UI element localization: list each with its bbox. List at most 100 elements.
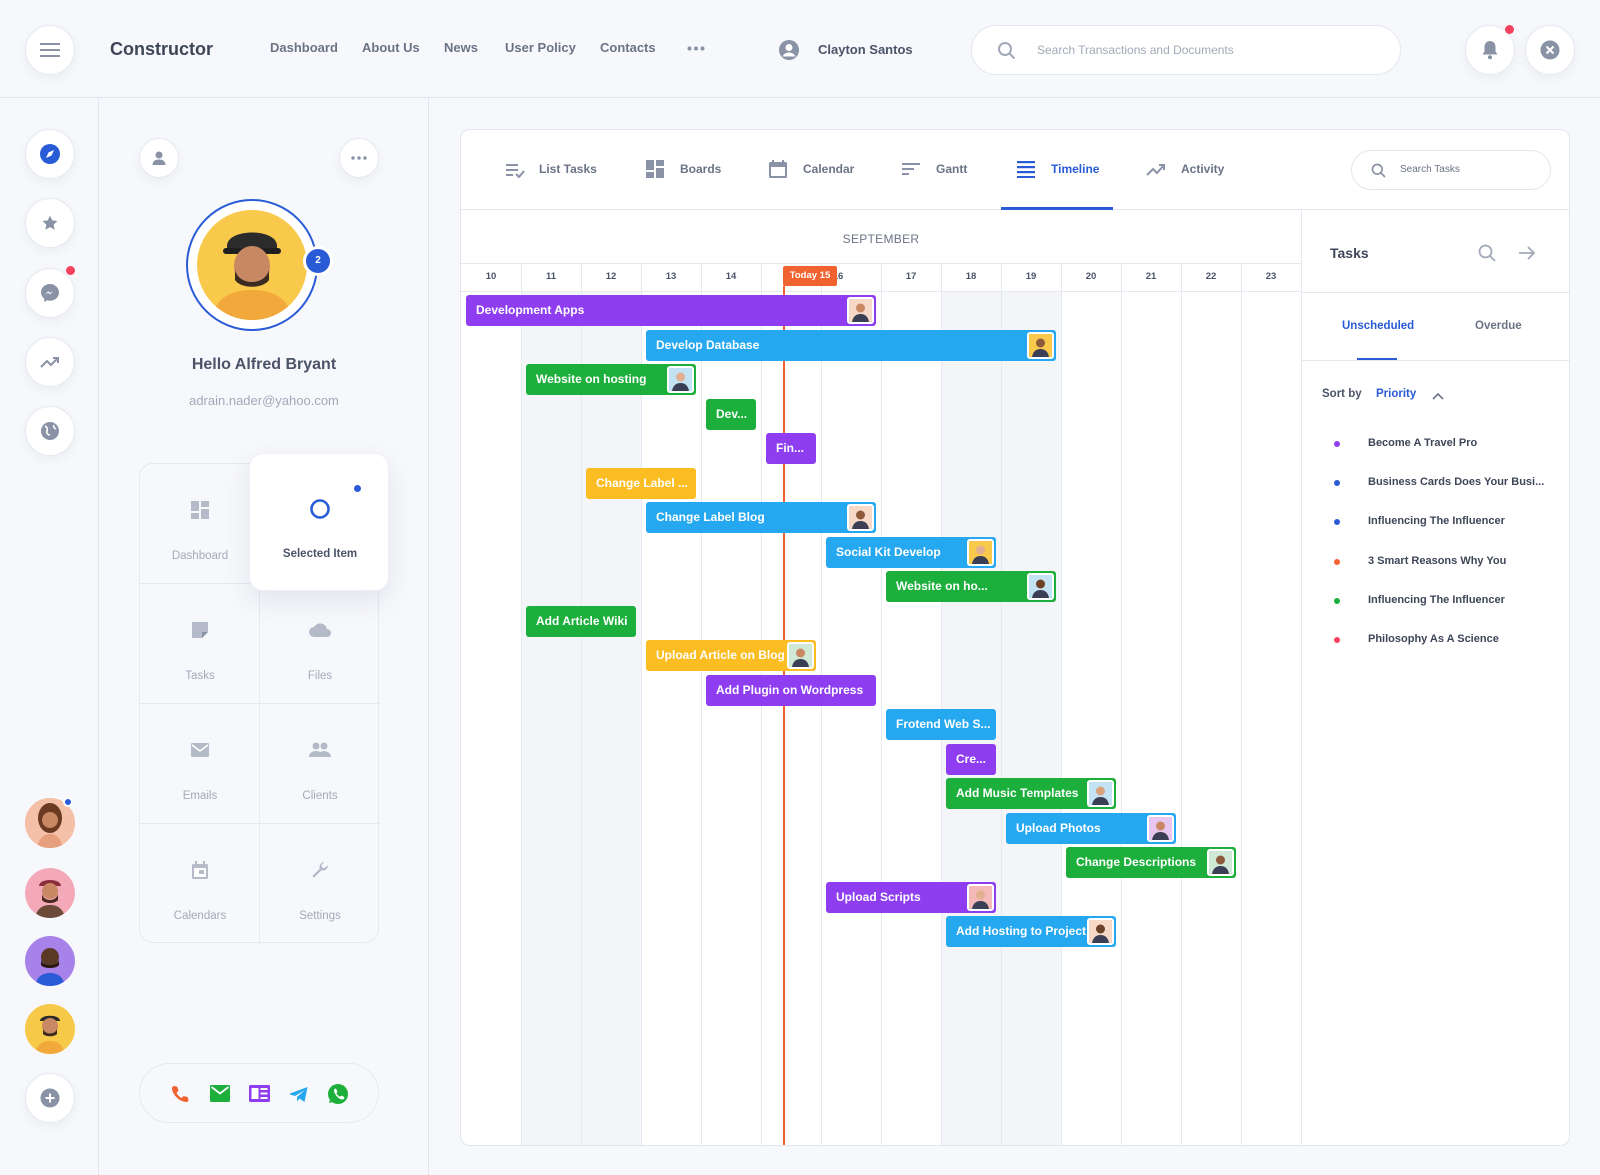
contact-avatar[interactable] xyxy=(25,1004,75,1054)
task-bar[interactable]: Change Descriptions xyxy=(1066,847,1236,878)
analytics-button[interactable] xyxy=(25,337,75,387)
assignee-avatar[interactable] xyxy=(1087,780,1114,807)
profile-avatar[interactable] xyxy=(186,199,318,331)
menu-button[interactable] xyxy=(25,25,75,75)
phone-icon[interactable] xyxy=(170,1084,190,1104)
wrench-icon xyxy=(312,862,328,878)
task-bar-label: Fin... xyxy=(776,441,804,455)
news-icon[interactable] xyxy=(249,1085,270,1102)
task-bar[interactable]: Social Kit Develop xyxy=(826,536,996,568)
assignee-avatar[interactable] xyxy=(787,642,814,669)
priority-dot xyxy=(1334,519,1340,526)
whatsapp-icon[interactable] xyxy=(327,1083,349,1105)
messenger-dot xyxy=(66,266,75,275)
profile-more-button[interactable] xyxy=(339,138,379,178)
task-bar[interactable]: Upload Article on Blog xyxy=(646,640,816,671)
task-bar[interactable]: Fin... xyxy=(766,433,816,464)
assignee-avatar[interactable] xyxy=(967,538,994,566)
email-icon[interactable] xyxy=(210,1085,230,1102)
tab-calendar[interactable]: Calendar xyxy=(803,162,855,176)
assignee-avatar[interactable] xyxy=(1087,918,1114,945)
search-icon[interactable] xyxy=(1478,244,1496,262)
contact-avatar[interactable] xyxy=(25,936,75,986)
user-icon[interactable] xyxy=(778,39,800,61)
menu-emails[interactable]: Emails xyxy=(140,704,260,824)
menu-calendars-label: Calendars xyxy=(173,910,227,922)
unscheduled-task-item[interactable]: Philosophy As A Science xyxy=(1302,630,1569,650)
task-bar[interactable]: Change Label Blog xyxy=(646,502,876,533)
arrow-right-icon[interactable] xyxy=(1518,245,1536,261)
task-search-input[interactable]: Search Tasks xyxy=(1351,150,1551,190)
task-bar[interactable]: Website on hosting xyxy=(526,364,696,395)
menu-calendars[interactable]: Calendars xyxy=(140,824,260,944)
assignee-avatar[interactable] xyxy=(1207,849,1234,876)
menu-selected-item[interactable]: Selected Item xyxy=(249,453,389,591)
task-bar[interactable]: Add Plugin on Wordpress xyxy=(706,674,876,706)
task-bar[interactable]: Frotend Web S... xyxy=(886,709,996,740)
task-bar[interactable]: Add Music Templates xyxy=(946,778,1116,809)
day-label: 18 xyxy=(965,271,977,282)
assignee-avatar[interactable] xyxy=(1027,331,1054,359)
more-horizontal-icon xyxy=(351,156,367,160)
unscheduled-task-item[interactable]: Influencing The Influencer xyxy=(1302,591,1569,611)
tab-activity[interactable]: Activity xyxy=(1181,162,1225,176)
menu-clients[interactable]: Clients xyxy=(260,704,380,824)
task-bar[interactable]: Cre... xyxy=(946,743,996,775)
nav-news[interactable]: News xyxy=(444,40,478,55)
search-placeholder: Search Transactions and Documents xyxy=(1037,43,1234,57)
tab-boards[interactable]: Boards xyxy=(680,162,722,176)
unscheduled-task-item[interactable]: 3 Smart Reasons Why You xyxy=(1302,552,1569,572)
tasks-panel-title: Tasks xyxy=(1330,245,1369,261)
task-bar[interactable]: Develop Database xyxy=(646,329,1056,361)
assignee-avatar[interactable] xyxy=(667,366,694,393)
task-bar[interactable]: Change Label ... xyxy=(586,467,696,499)
unscheduled-task-item[interactable]: Become A Travel Pro xyxy=(1302,434,1569,454)
task-bar[interactable]: Add Article Wiki xyxy=(526,605,636,637)
chevron-up-icon[interactable] xyxy=(1432,392,1444,400)
sort-by-select[interactable]: Priority xyxy=(1376,388,1417,400)
unscheduled-task-item[interactable]: Influencing The Influencer xyxy=(1302,512,1569,532)
explore-button[interactable] xyxy=(25,129,75,179)
task-search-placeholder: Search Tasks xyxy=(1400,164,1460,175)
assignee-avatar[interactable] xyxy=(1147,814,1174,842)
contact-avatar[interactable] xyxy=(25,798,75,848)
nav-contacts[interactable]: Contacts xyxy=(600,40,656,55)
telegram-icon[interactable] xyxy=(289,1086,309,1103)
profile-user-button[interactable] xyxy=(139,138,179,178)
task-bar[interactable]: Development Apps xyxy=(466,295,876,326)
menu-files[interactable]: Files xyxy=(260,584,380,704)
tab-timeline[interactable]: Timeline xyxy=(1051,162,1100,176)
assignee-avatar[interactable] xyxy=(847,504,874,531)
globe-button[interactable] xyxy=(25,406,75,456)
tab-gantt[interactable]: Gantt xyxy=(936,162,968,176)
more-nav-icon[interactable] xyxy=(687,46,705,51)
favorites-button[interactable] xyxy=(25,198,75,248)
close-button[interactable] xyxy=(1525,25,1575,75)
task-bar[interactable]: Website on ho... xyxy=(886,571,1056,602)
task-bar[interactable]: Dev... xyxy=(706,398,756,430)
messenger-button[interactable] xyxy=(25,268,75,318)
search-icon xyxy=(1371,163,1386,178)
global-search-input[interactable]: Search Transactions and Documents xyxy=(971,25,1401,75)
left-rail xyxy=(0,98,99,1175)
task-bar[interactable]: Add Hosting to Project xyxy=(946,916,1116,947)
menu-tasks[interactable]: Tasks xyxy=(140,584,260,704)
task-bar[interactable]: Upload Scripts xyxy=(826,881,996,913)
unscheduled-task-item[interactable]: Business Cards Does Your Busi... xyxy=(1302,473,1569,493)
nav-dashboard[interactable]: Dashboard xyxy=(270,40,338,55)
menu-dashboard[interactable]: Dashboard xyxy=(140,464,260,584)
add-contact-button[interactable] xyxy=(25,1073,75,1123)
assignee-avatar[interactable] xyxy=(967,883,994,911)
contact-avatar[interactable] xyxy=(25,868,75,918)
tab-list-tasks[interactable]: List Tasks xyxy=(539,162,597,176)
task-bar[interactable]: Upload Photos xyxy=(1006,812,1176,844)
tab-unscheduled[interactable]: Unscheduled xyxy=(1342,320,1415,332)
assignee-avatar[interactable] xyxy=(847,297,874,324)
user-name[interactable]: Clayton Santos xyxy=(818,42,913,57)
nav-user-policy[interactable]: User Policy xyxy=(505,40,576,55)
nav-about-us[interactable]: About Us xyxy=(362,40,420,55)
menu-settings[interactable]: Settings xyxy=(260,824,380,944)
tab-overdue[interactable]: Overdue xyxy=(1475,320,1522,332)
assignee-avatar[interactable] xyxy=(1027,573,1054,600)
task-bar-label: Social Kit Develop xyxy=(836,544,941,559)
